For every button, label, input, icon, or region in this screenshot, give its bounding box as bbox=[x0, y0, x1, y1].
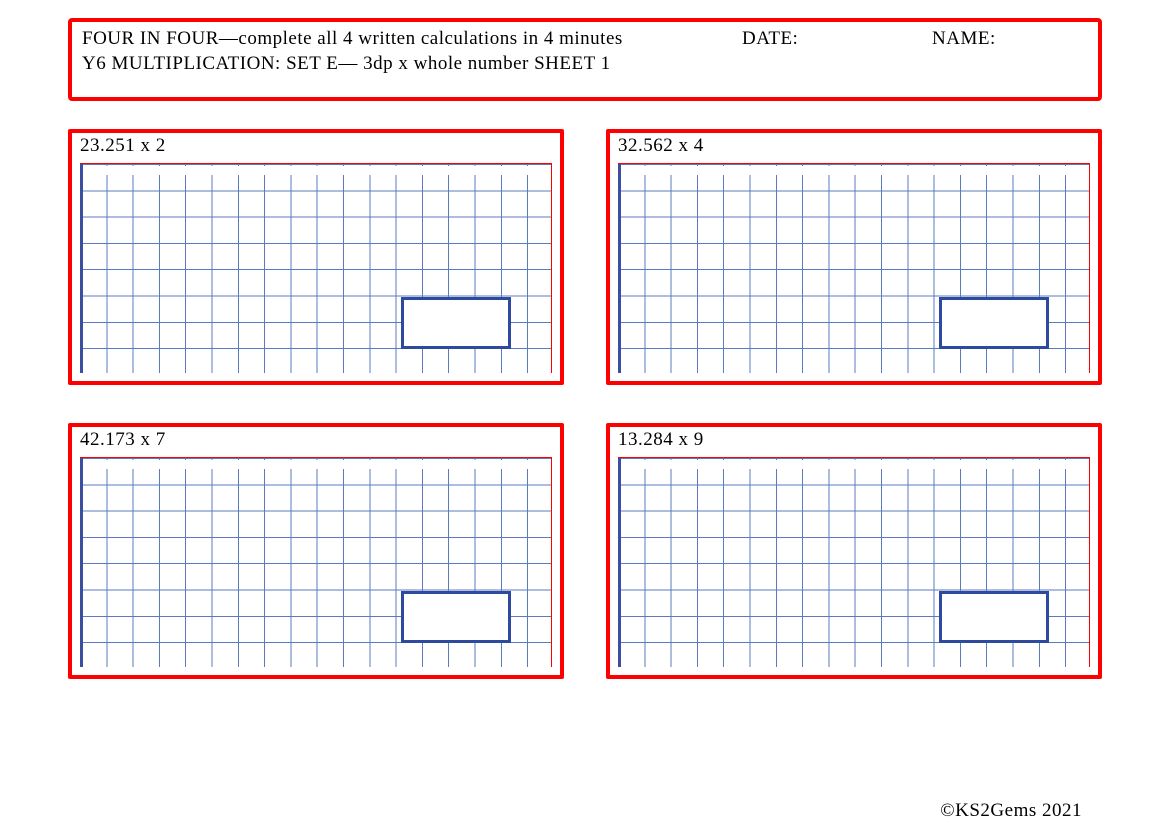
work-grid bbox=[80, 457, 552, 667]
header-panel: FOUR IN FOUR—complete all 4 written calc… bbox=[68, 18, 1102, 101]
problem-text: 42.173 x 7 bbox=[80, 429, 552, 451]
work-grid bbox=[80, 163, 552, 373]
problem-text: 13.284 x 9 bbox=[618, 429, 1090, 451]
problems-grid: 23.251 x 2 32.562 x 4 42.173 x 7 13.284 … bbox=[68, 129, 1102, 679]
problem-cell-4: 13.284 x 9 bbox=[606, 423, 1102, 679]
problem-cell-2: 32.562 x 4 bbox=[606, 129, 1102, 385]
grid-top-gap bbox=[620, 166, 1089, 175]
work-grid bbox=[618, 457, 1090, 667]
date-label: DATE: bbox=[742, 26, 932, 53]
answer-box bbox=[401, 591, 511, 643]
grid-top-gap bbox=[620, 460, 1089, 469]
work-grid bbox=[618, 163, 1090, 373]
header-title: FOUR IN FOUR—complete all 4 written calc… bbox=[82, 26, 742, 53]
footer-copyright: ©KS2Gems 2021 bbox=[940, 800, 1082, 822]
header-line-1: FOUR IN FOUR—complete all 4 written calc… bbox=[82, 26, 1088, 53]
problem-text: 32.562 x 4 bbox=[618, 135, 1090, 157]
name-label: NAME: bbox=[932, 26, 1088, 53]
answer-box bbox=[939, 591, 1049, 643]
grid-top-gap bbox=[82, 166, 551, 175]
header-subtitle: Y6 MULTIPLICATION: SET E— 3dp x whole nu… bbox=[82, 53, 1088, 75]
answer-box bbox=[939, 297, 1049, 349]
answer-box bbox=[401, 297, 511, 349]
problem-cell-3: 42.173 x 7 bbox=[68, 423, 564, 679]
problem-text: 23.251 x 2 bbox=[80, 135, 552, 157]
problem-cell-1: 23.251 x 2 bbox=[68, 129, 564, 385]
grid-top-gap bbox=[82, 460, 551, 469]
